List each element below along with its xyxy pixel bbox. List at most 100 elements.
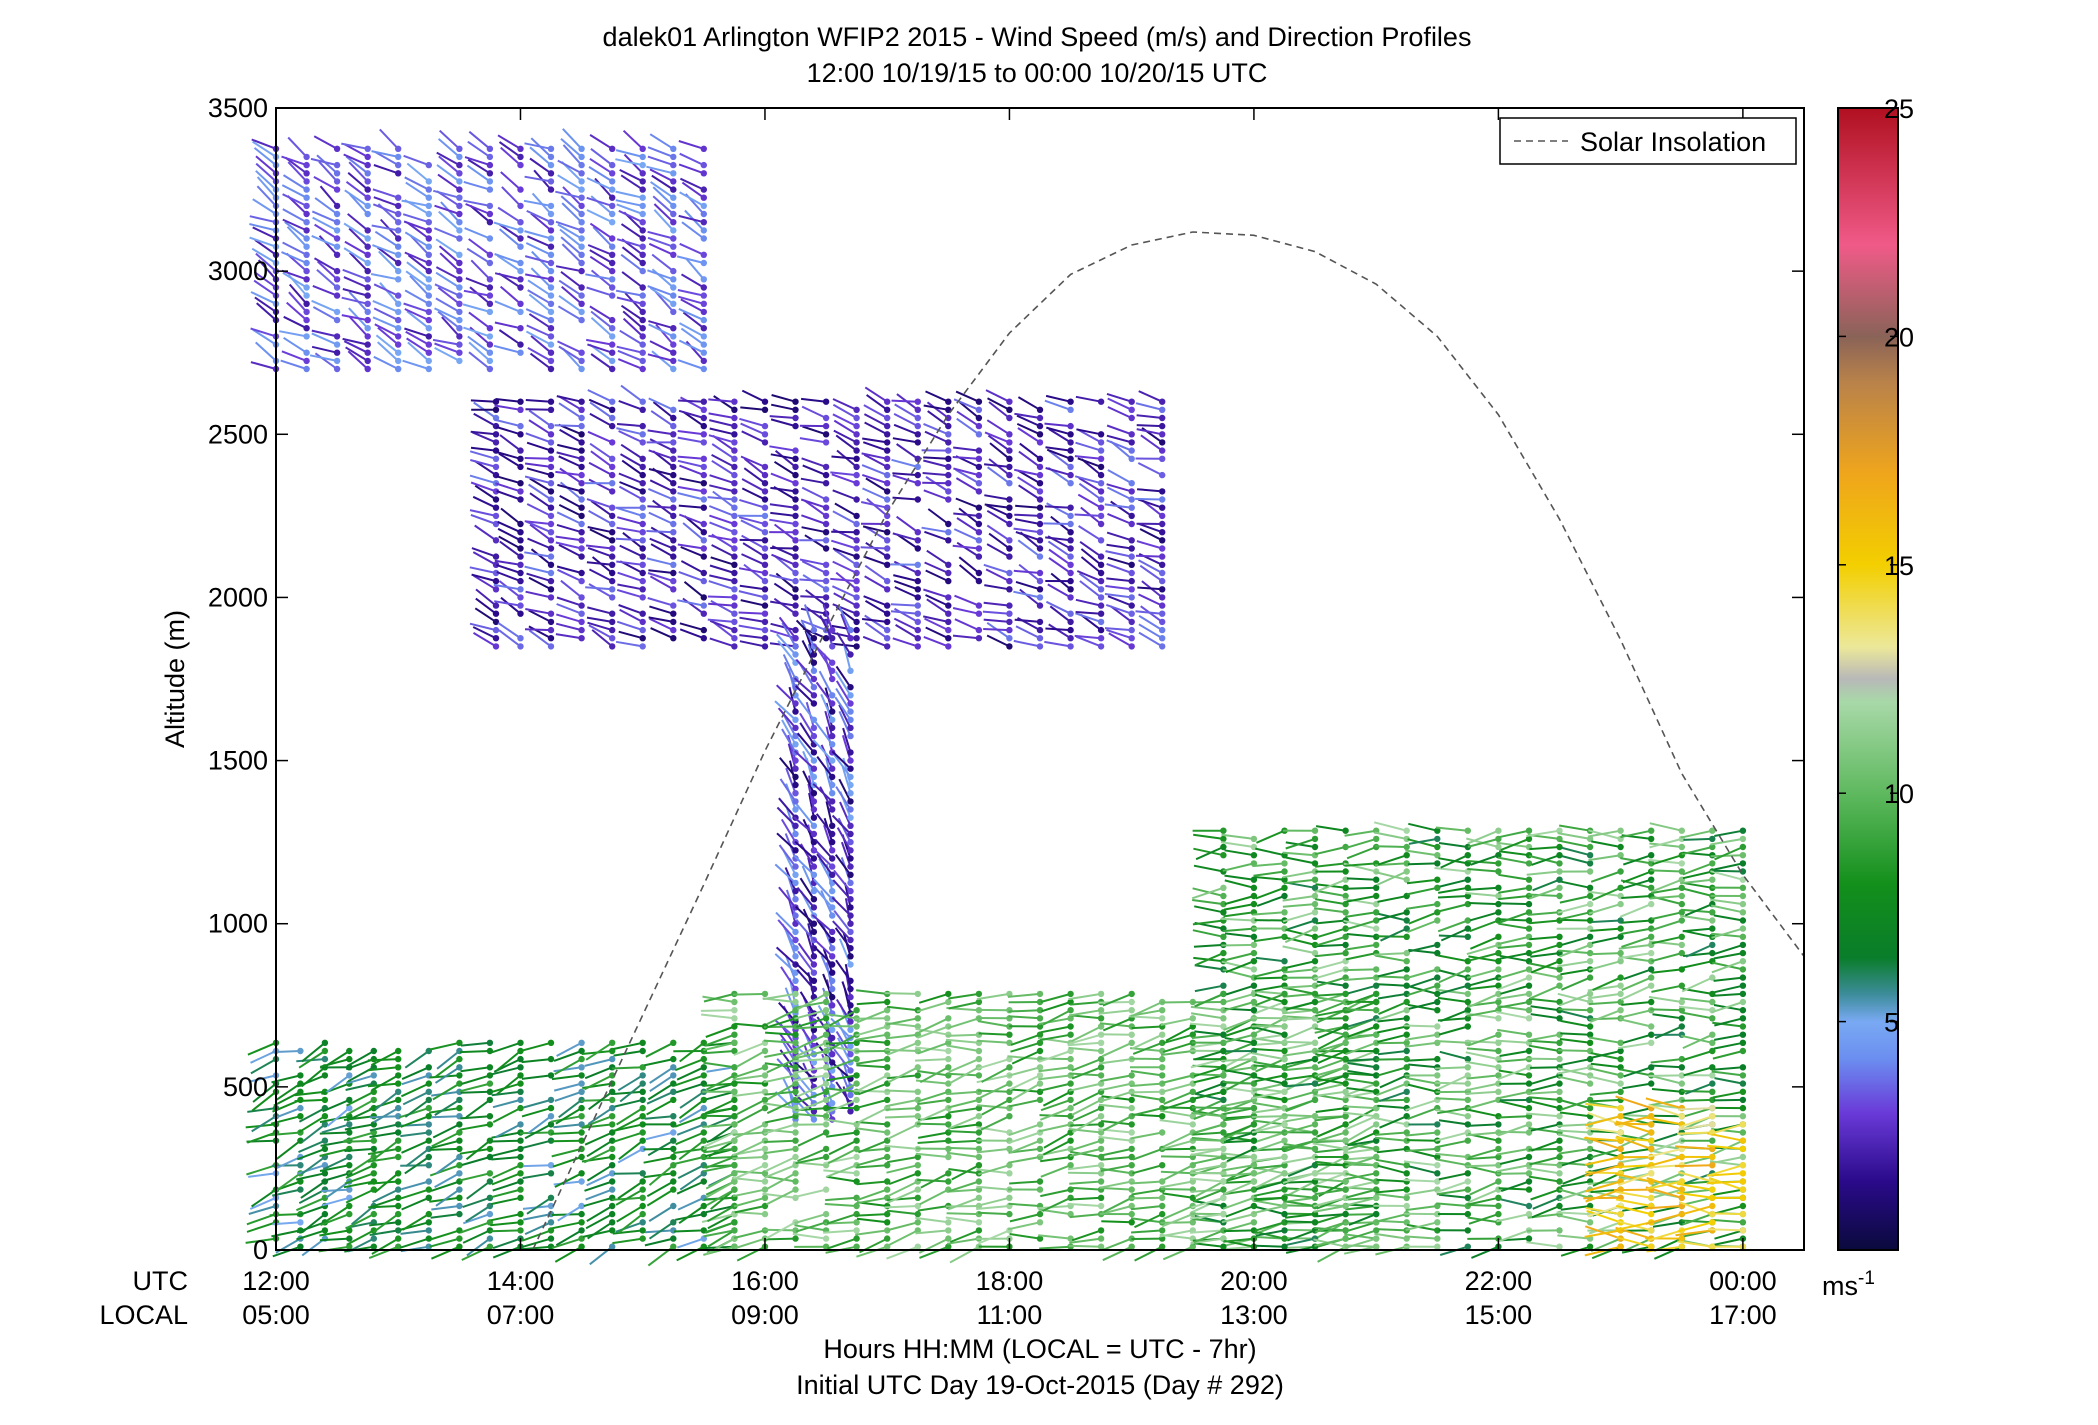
wind-barb	[402, 1213, 430, 1231]
wind-barb-dot	[1036, 471, 1044, 479]
wind-barb-dot	[731, 635, 738, 642]
wind-barb	[830, 577, 857, 583]
wind-barb-dot	[1097, 1243, 1105, 1250]
wind-barb	[677, 455, 704, 460]
wind-barb	[313, 135, 338, 150]
wind-barb	[468, 311, 491, 329]
wind-barb	[1315, 1107, 1346, 1113]
wind-barb-dot	[975, 998, 983, 1006]
wind-barb	[439, 129, 461, 150]
wind-barb-dot	[303, 316, 310, 324]
wind-barb-dot	[1067, 512, 1074, 520]
wind-barb-dot	[670, 1113, 677, 1120]
wind-barb	[681, 221, 705, 240]
wind-barb	[1068, 1171, 1102, 1175]
wind-barb	[1345, 1172, 1377, 1181]
wind-barb	[924, 561, 949, 574]
wind-barb-dot	[914, 529, 921, 536]
wind-barb-dot	[1006, 1162, 1013, 1169]
wind-barb	[498, 223, 522, 240]
wind-barb	[283, 336, 308, 354]
wind-barb	[1346, 895, 1377, 903]
wind-barb-dot	[945, 610, 952, 617]
wind-barb	[460, 1115, 490, 1120]
wind-barb	[648, 242, 674, 256]
wind-barb	[401, 199, 429, 207]
wind-barb-dot	[1159, 529, 1166, 536]
wind-barb-dot	[1097, 610, 1105, 617]
wind-barb	[1346, 886, 1377, 890]
wind-barb	[1040, 1107, 1071, 1121]
wind-barb	[674, 1074, 705, 1087]
wind-barb	[643, 1156, 674, 1164]
wind-barb	[1347, 1062, 1377, 1069]
wind-barb	[622, 129, 644, 150]
wind-barb	[347, 1156, 375, 1175]
wind-barb-dot	[1281, 1055, 1288, 1063]
wind-barb	[1161, 1213, 1194, 1228]
wind-barb	[524, 475, 552, 485]
wind-barb	[616, 506, 643, 517]
wind-barb-dot	[395, 1178, 402, 1185]
wind-barb-dot	[609, 553, 616, 560]
wind-barb	[948, 1058, 980, 1073]
wind-barb-dot	[1036, 1072, 1044, 1079]
wind-barb-dot	[456, 1055, 463, 1063]
wind-barb-dot	[853, 561, 860, 568]
wind-barb-dot	[847, 790, 854, 797]
wind-barb-dot	[1220, 1186, 1227, 1193]
wind-barb	[462, 1196, 491, 1209]
wind-barb-dot	[853, 553, 860, 560]
wind-barb-dot	[1189, 1219, 1197, 1226]
wind-barb-dot	[853, 1170, 860, 1177]
wind-barb	[256, 302, 277, 321]
wind-barb-dot	[700, 1064, 707, 1071]
wind-barb	[1077, 493, 1102, 509]
wind-barb	[891, 458, 919, 468]
wind-barb-dot	[945, 626, 952, 634]
wind-barb-dot	[847, 806, 854, 813]
wind-barb-dot	[700, 251, 707, 258]
wind-barb	[673, 1229, 704, 1233]
wind-barb-dot	[1159, 1031, 1166, 1038]
wind-barb-dot	[1097, 586, 1105, 593]
wind-barb	[1163, 1041, 1194, 1053]
wind-barb	[1313, 1196, 1346, 1208]
wind-barb-dot	[609, 529, 616, 536]
wind-barb-dot	[1036, 553, 1044, 560]
wind-barb-dot	[829, 977, 836, 984]
wind-barb-dot	[884, 480, 891, 487]
wind-barb	[893, 413, 919, 427]
wind-barb	[618, 472, 644, 485]
wind-barb-dot	[517, 161, 524, 169]
wind-barb	[367, 1156, 399, 1163]
wind-barb-dot	[1220, 892, 1227, 900]
wind-barb-dot	[975, 1178, 983, 1185]
wind-barb-dot	[1006, 406, 1013, 413]
wind-barb	[739, 417, 766, 428]
wind-barb-dot	[847, 700, 854, 707]
wind-barb	[434, 347, 460, 362]
wind-barb	[255, 155, 277, 175]
wind-barb	[801, 514, 827, 525]
wind-barb-dot	[609, 520, 616, 528]
wind-barb-dot	[547, 496, 555, 503]
wind-barb	[804, 499, 827, 517]
wind-barb-dot	[1189, 1194, 1197, 1202]
wind-barb	[647, 1082, 674, 1101]
wind-barb-dot	[578, 1137, 585, 1144]
wind-barb	[255, 341, 277, 362]
wind-barb-dot	[1159, 1113, 1166, 1120]
wind-barb	[764, 1237, 796, 1241]
wind-barb	[617, 571, 644, 583]
wind-barb-dot	[761, 1170, 769, 1177]
wind-barb	[1254, 876, 1285, 881]
barbs-layer	[245, 128, 1747, 1267]
wind-barb	[855, 1025, 888, 1037]
wind-barb	[1251, 1037, 1285, 1044]
wind-barb-dot	[1159, 1210, 1166, 1218]
wind-barb-dot	[847, 879, 854, 887]
wind-barb-dot	[853, 1227, 860, 1234]
wind-barb	[648, 323, 674, 338]
wind-barb-dot	[547, 1121, 555, 1128]
